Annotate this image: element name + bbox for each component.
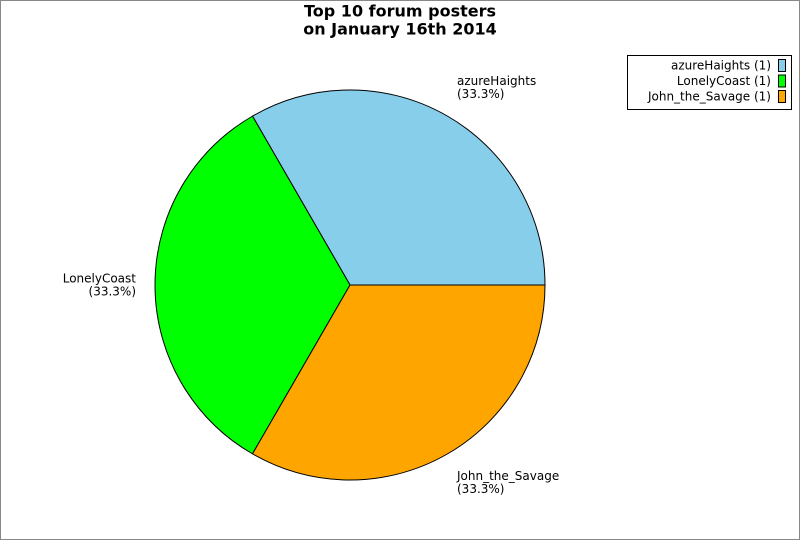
legend-swatch [778, 90, 786, 103]
legend-label: azureHaights (1) [671, 59, 771, 73]
pie-slice [251, 284, 546, 481]
legend-swatch [778, 74, 786, 88]
slice-label: John_the_Savage [456, 469, 559, 483]
slice-value-label: (33.3%) [89, 285, 136, 299]
legend-label: LonelyCoast (1) [677, 74, 771, 88]
slice-label: azureHaights [457, 74, 536, 88]
slice-label: LonelyCoast [63, 272, 137, 286]
slice-value-label: (33.3%) [457, 87, 504, 101]
pie-slice [251, 89, 546, 286]
chart-subtitle: on January 16th 2014 [303, 20, 497, 39]
legend-box [627, 55, 792, 110]
chart-title: Top 10 forum posters [304, 2, 496, 21]
legend-label: John_the_Savage (1) [647, 90, 771, 104]
legend-swatch [778, 59, 786, 72]
slice-value-label: (33.3%) [457, 482, 504, 496]
